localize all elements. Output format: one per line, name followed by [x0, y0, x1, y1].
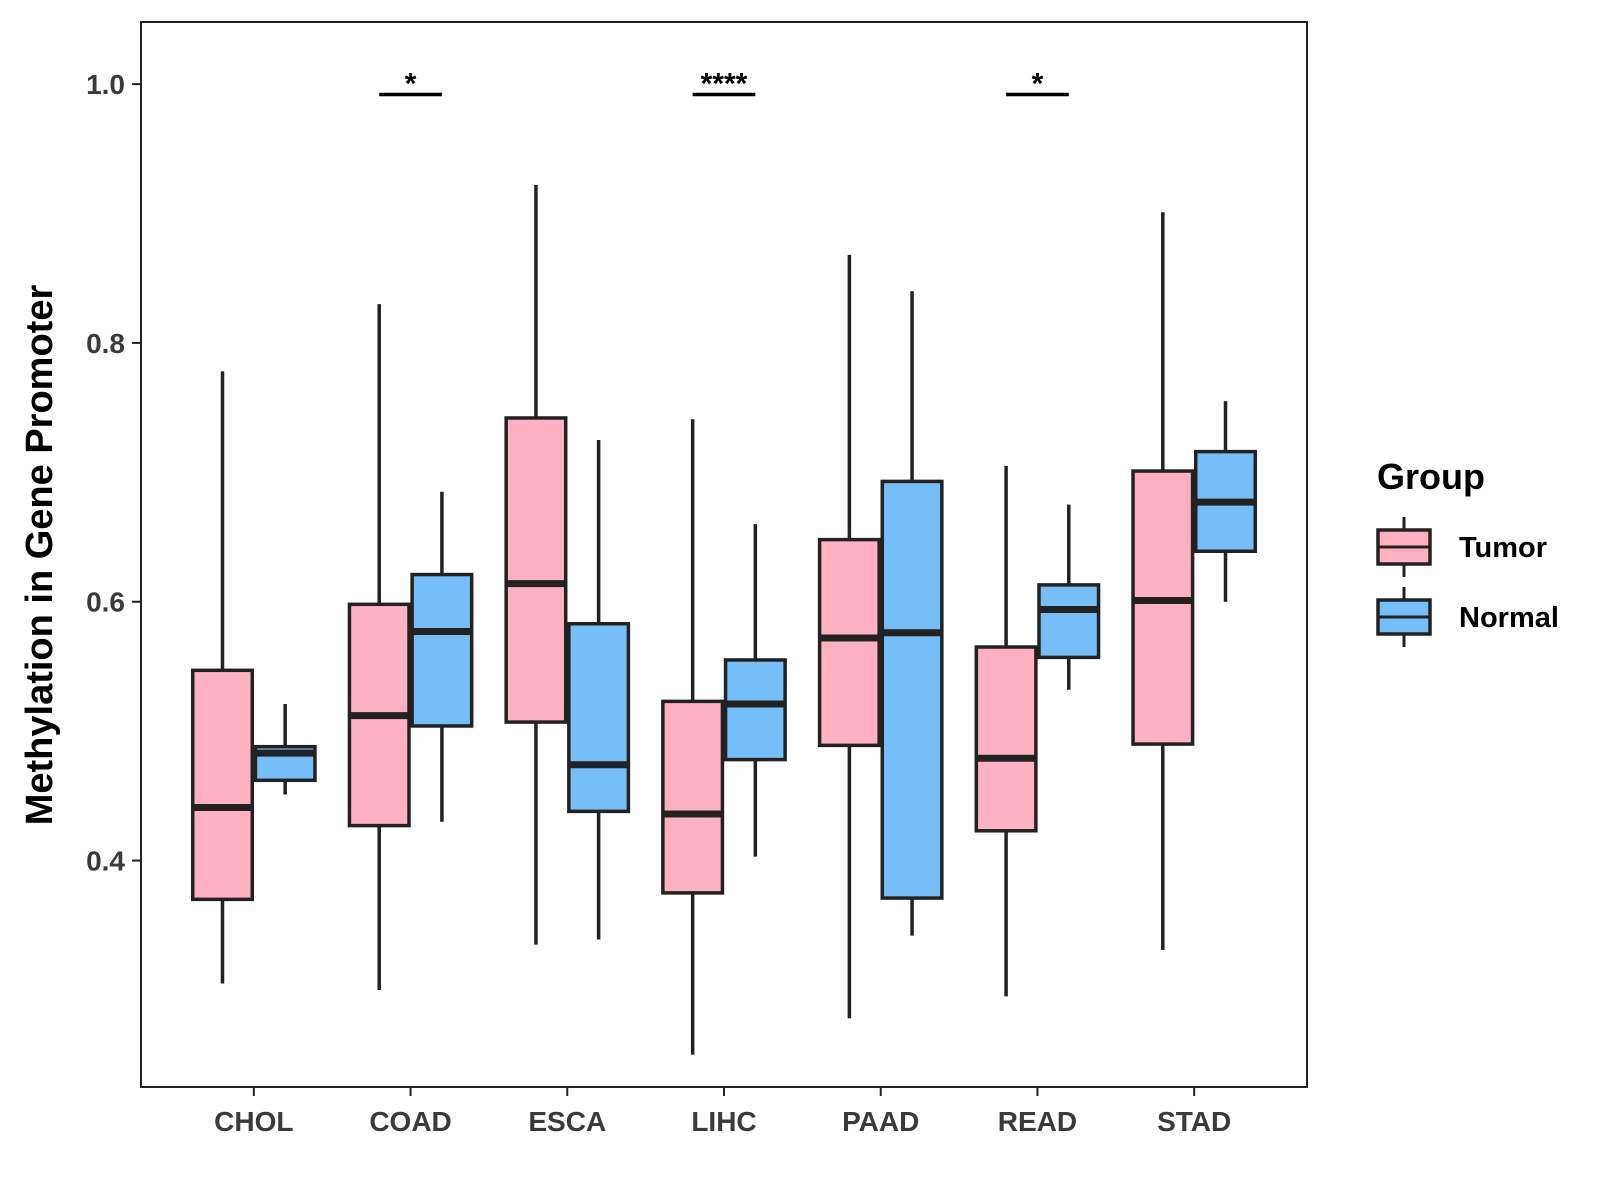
iqr-box-esca-normal [567, 621, 631, 814]
legend-title: Group [1377, 456, 1485, 497]
box-lihc-normal [723, 524, 787, 857]
significance-layer: * **** * [379, 67, 1069, 100]
box-paad-tumor [817, 254, 881, 1019]
x-tick-label-chol: CHOL [214, 1106, 293, 1137]
iqr-box-paad-normal [880, 479, 944, 900]
x-tick-label-read: READ [998, 1106, 1077, 1137]
box-esca-normal [567, 439, 631, 940]
legend-item-normal: Normal [1376, 587, 1559, 647]
box-stad-tumor [1131, 212, 1195, 950]
y-tick-label: 0.8 [86, 328, 125, 359]
box-esca-tumor [504, 185, 568, 945]
legend-label-normal: Normal [1459, 602, 1559, 634]
y-tick-label: 1.0 [86, 69, 125, 100]
x-tick-label-coad: COAD [369, 1106, 451, 1137]
y-axis-title: Methylation in Gene Promoter [19, 285, 61, 826]
x-axis: CHOL COAD ESCA LIHC PAAD READ STAD [214, 1087, 1231, 1137]
iqr-box-lihc-tumor [661, 699, 725, 895]
box-coad-normal [410, 491, 474, 822]
iqr-box-coad-normal [410, 572, 474, 728]
iqr-box-read-normal [1037, 583, 1101, 660]
panel-border [140, 21, 1308, 1088]
iqr-box-chol-tumor [190, 668, 255, 902]
iqr-box-read-tumor [974, 645, 1038, 833]
y-tick-label: 0.4 [86, 846, 125, 877]
box-lihc-tumor [661, 419, 725, 1055]
iqr-box-paad-tumor [817, 537, 881, 748]
box-chol-tumor [190, 371, 255, 984]
box-chol-normal [253, 703, 317, 795]
boxes-layer [190, 185, 1258, 1055]
legend-label-tumor: Tumor [1459, 532, 1547, 564]
iqr-box-lihc-normal [723, 658, 787, 762]
box-paad-normal [880, 291, 944, 936]
legend: Group Tumor Normal [1376, 456, 1559, 647]
iqr-box-stad-tumor [1131, 469, 1195, 746]
box-read-tumor [974, 465, 1038, 997]
significance-label-lihc: **** [701, 67, 748, 100]
legend-entries: Tumor Normal [1376, 517, 1559, 647]
x-tick-label-esca: ESCA [528, 1106, 606, 1137]
iqr-box-esca-tumor [504, 416, 568, 724]
y-tick-label: 0.6 [86, 587, 125, 618]
x-tick-label-lihc: LIHC [691, 1106, 756, 1137]
box-read-normal [1037, 504, 1101, 690]
y-axis: 0.4 0.6 0.8 1.0 [86, 69, 141, 877]
x-tick-label-stad: STAD [1157, 1106, 1231, 1137]
significance-label-read: * [1032, 67, 1044, 100]
legend-item-tumor: Tumor [1376, 517, 1547, 577]
box-stad-normal [1193, 401, 1258, 602]
x-tick-label-paad: PAAD [842, 1106, 919, 1137]
box-coad-tumor [347, 304, 411, 990]
significance-label-coad: * [405, 67, 417, 100]
